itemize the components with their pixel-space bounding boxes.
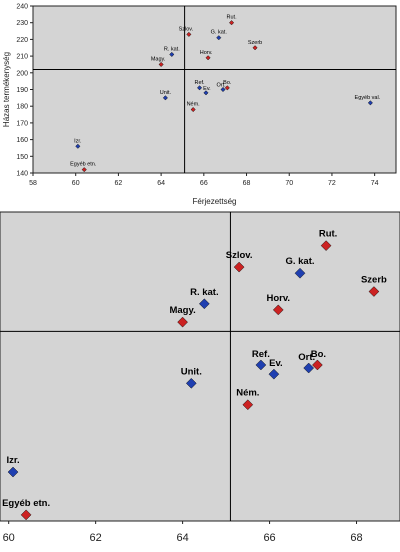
- point-label: R. kat.: [190, 287, 219, 298]
- y-tick-label: 220: [16, 37, 28, 44]
- data-point-n-m: [242, 399, 254, 411]
- point-label: Rut.: [319, 229, 337, 240]
- zoomed-scatter-chart: 60 62 64 66 68 Rut. Szlov. G. kat. Szerb R. kat. H…: [0, 211, 400, 544]
- point-label: G. kat.: [285, 256, 314, 267]
- x-axis-title: Férjezettség: [192, 197, 236, 206]
- point-label: Unit.: [160, 90, 172, 96]
- point-label: Bo.: [311, 349, 326, 360]
- data-point-g-kat: [294, 267, 306, 279]
- data-point-szerb: [368, 286, 380, 297]
- point-label: Szlov.: [179, 26, 194, 32]
- point-label: Egyéb etn.: [2, 498, 50, 509]
- data-point-egy-b-etn: [81, 167, 87, 173]
- y-axis-title: Házas termékenység: [2, 52, 11, 127]
- data-point-unit: [162, 95, 168, 101]
- data-point-ort: [303, 362, 315, 374]
- x-tick-label: 70: [285, 180, 293, 187]
- x-tick-label: 64: [176, 532, 188, 544]
- point-label: Ort.: [216, 83, 226, 89]
- data-point-rut: [229, 20, 235, 26]
- point-label: Ném.: [236, 388, 259, 399]
- point-label: R. kat.: [164, 46, 180, 52]
- x-tick-label: 62: [115, 180, 123, 187]
- data-point-izr: [7, 466, 19, 478]
- point-label: Ev.: [269, 358, 283, 369]
- data-point-r-kat: [169, 51, 175, 57]
- data-point-ref: [196, 85, 203, 91]
- plot-area: [32, 5, 397, 174]
- point-label: Bo.: [223, 80, 232, 86]
- point-label: Izr.: [74, 138, 82, 144]
- point-label: Szerb: [248, 40, 262, 46]
- data-point-magy: [158, 61, 164, 68]
- data-point-horv: [272, 304, 284, 316]
- data-point-szlov: [186, 31, 192, 37]
- point-label: G. kat.: [211, 30, 228, 36]
- y-tick-label: 200: [16, 70, 28, 77]
- x-tick-label: 68: [350, 532, 362, 544]
- x-tick-label: 60: [3, 532, 15, 544]
- y-tick-label: 190: [16, 87, 28, 94]
- y-tick-label: 160: [16, 137, 28, 144]
- x-tick-label: 58: [29, 180, 37, 187]
- overview-scatter-chart: 58 60 62 64 66 68 70 72 74 140 150 160 170 180 190 200 2…: [2, 4, 397, 206]
- y-tick-label: 210: [16, 54, 28, 61]
- point-label: Magy.: [151, 56, 166, 62]
- data-point-rut: [320, 240, 332, 252]
- y-tick-label: 230: [16, 20, 28, 27]
- point-label: Egyéb etn.: [70, 162, 97, 168]
- x-tick-label: 74: [371, 180, 379, 187]
- x-tick-label: 72: [328, 180, 336, 187]
- x-tick-label: 66: [263, 532, 275, 544]
- point-label: Egyéb val.: [355, 95, 381, 101]
- data-point-szerb: [252, 45, 258, 51]
- data-point-bo: [224, 85, 230, 91]
- y-tick-label: 140: [16, 171, 28, 178]
- point-label: Szerb: [361, 275, 387, 286]
- data-point-bo: [312, 359, 323, 371]
- point-label: Izr.: [6, 455, 19, 466]
- y-tick-label: 170: [16, 120, 28, 127]
- data-point-ev: [203, 90, 209, 96]
- data-point-egy-b-val: [367, 100, 373, 106]
- x-tick-label: 66: [200, 180, 208, 187]
- data-point-r-kat: [198, 298, 210, 310]
- point-label: Szlov.: [226, 250, 253, 261]
- data-point-izr: [75, 143, 81, 149]
- point-label: Rut.: [227, 15, 238, 21]
- point-label: Ev.: [203, 86, 211, 92]
- y-tick-label: 240: [16, 4, 28, 11]
- data-point-szlov: [233, 261, 245, 273]
- data-point-ev: [268, 368, 280, 380]
- data-point-unit: [185, 377, 197, 389]
- data-point-magy: [177, 316, 188, 328]
- point-label: Ort.: [298, 352, 315, 363]
- y-tick-label: 150: [16, 154, 28, 161]
- x-tick-label: 62: [90, 532, 102, 544]
- data-point-n-m: [190, 106, 196, 113]
- data-point-horv: [205, 55, 211, 61]
- point-label: Horv.: [266, 293, 290, 304]
- point-label: Unit.: [181, 366, 202, 377]
- x-tick-label: 60: [72, 180, 80, 187]
- point-label: Magy.: [169, 305, 195, 316]
- data-point-g-kat: [216, 35, 222, 41]
- x-tick-label: 68: [243, 180, 251, 187]
- point-label: Horv.: [200, 50, 213, 56]
- x-tick-label: 64: [157, 180, 165, 187]
- point-label: Ref.: [195, 80, 206, 86]
- data-point-egy-b-etn: [20, 509, 32, 521]
- plot-area: [0, 211, 400, 522]
- point-label: Ném.: [187, 102, 201, 108]
- data-point-ref: [255, 359, 267, 371]
- point-label: Ref.: [252, 349, 270, 360]
- y-tick-label: 180: [16, 104, 28, 111]
- data-point-ort: [220, 86, 226, 93]
